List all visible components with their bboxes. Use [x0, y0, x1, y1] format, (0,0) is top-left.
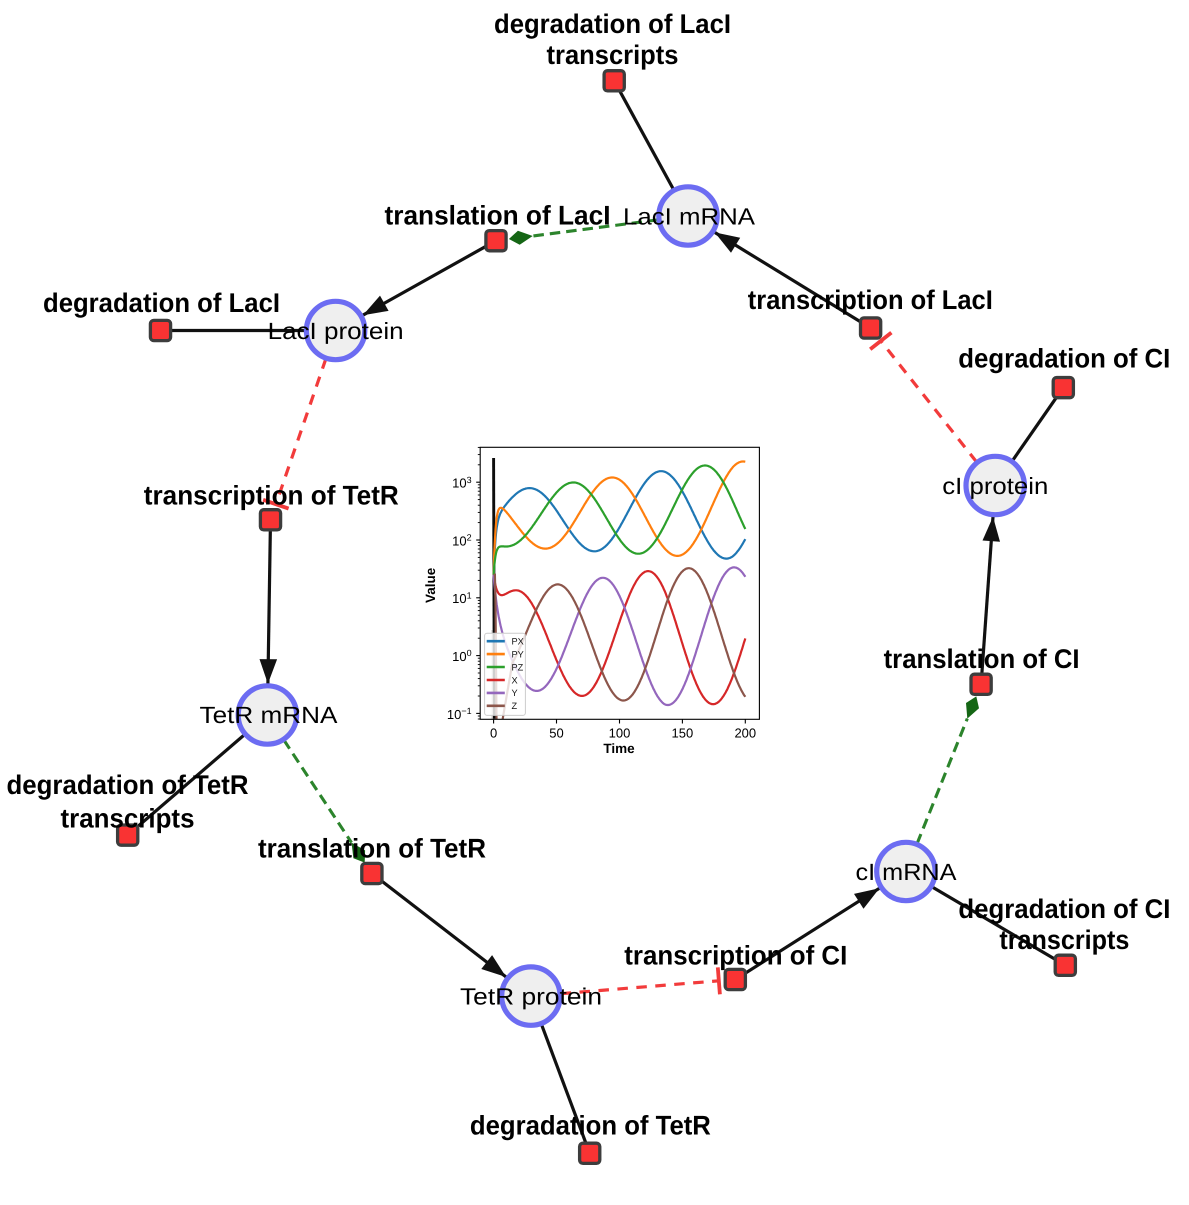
svg-text:PZ: PZ — [512, 662, 524, 672]
svg-text:103: 103 — [452, 475, 471, 491]
svg-text:translation of TetR: translation of TetR — [258, 833, 486, 863]
svg-text:Y: Y — [512, 688, 518, 698]
svg-text:10−1: 10−1 — [447, 706, 472, 722]
svg-text:Z: Z — [512, 701, 518, 711]
svg-text:transcripts: transcripts — [999, 925, 1129, 955]
svg-text:200: 200 — [734, 725, 756, 740]
svg-text:TetR mRNA: TetR mRNA — [200, 702, 338, 728]
svg-text:degradation of CI: degradation of CI — [958, 894, 1170, 924]
svg-text:cI mRNA: cI mRNA — [856, 859, 957, 885]
svg-text:PY: PY — [512, 649, 524, 659]
svg-text:102: 102 — [452, 533, 471, 549]
svg-text:degradation of LacI: degradation of LacI — [494, 9, 731, 39]
svg-text:transcription of TetR: transcription of TetR — [144, 481, 399, 511]
svg-text:transcription of CI: transcription of CI — [624, 940, 847, 970]
svg-text:transcripts: transcripts — [61, 804, 195, 834]
svg-text:LacI mRNA: LacI mRNA — [623, 204, 755, 230]
svg-text:X: X — [512, 675, 518, 685]
svg-text:Time: Time — [603, 741, 635, 756]
svg-text:degradation of TetR: degradation of TetR — [7, 770, 249, 800]
svg-text:translation of LacI: translation of LacI — [385, 201, 611, 231]
svg-text:100: 100 — [609, 725, 631, 740]
svg-text:degradation of TetR: degradation of TetR — [470, 1110, 711, 1140]
svg-text:translation of CI: translation of CI — [884, 644, 1080, 674]
svg-text:transcription of LacI: transcription of LacI — [748, 285, 993, 315]
svg-text:100: 100 — [452, 648, 471, 664]
svg-text:degradation of CI: degradation of CI — [958, 343, 1170, 373]
svg-text:Value: Value — [423, 567, 438, 603]
svg-text:0: 0 — [490, 725, 497, 740]
svg-text:PX: PX — [512, 637, 524, 647]
svg-text:101: 101 — [452, 590, 471, 606]
svg-text:cI protein: cI protein — [942, 473, 1048, 499]
svg-text:degradation of LacI: degradation of LacI — [43, 288, 280, 318]
svg-text:transcripts: transcripts — [547, 40, 679, 70]
svg-text:LacI protein: LacI protein — [268, 318, 404, 344]
svg-text:150: 150 — [672, 725, 694, 740]
svg-text:50: 50 — [549, 725, 563, 740]
svg-text:TetR protein: TetR protein — [460, 984, 602, 1010]
